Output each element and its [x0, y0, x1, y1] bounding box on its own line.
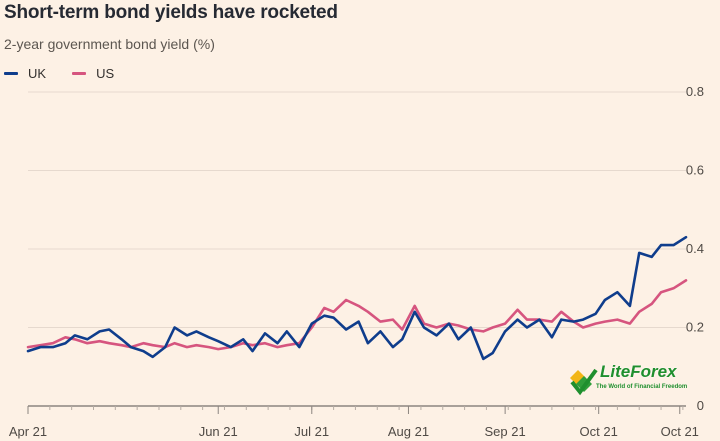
x-tick-label: Jul 21	[294, 424, 329, 439]
watermark-tagline: The World of Financial Freedom	[596, 384, 688, 390]
x-tick-label: Jun 21	[199, 424, 238, 439]
legend-item-uk: UK	[4, 66, 46, 81]
legend-item-us: US	[72, 66, 114, 81]
y-tick-label: 0	[697, 398, 704, 413]
chart-legend: UK US	[4, 66, 140, 81]
x-tick-label: Aug 21	[388, 424, 429, 439]
y-tick-label: 0.8	[686, 84, 704, 99]
y-tick-label: 0.4	[686, 241, 704, 256]
series-line-us	[26, 279, 688, 351]
series-line-uk	[26, 235, 688, 361]
y-tick-label: 0.6	[686, 163, 704, 178]
x-tick-label: Apr 21	[9, 424, 47, 439]
legend-label-uk: UK	[28, 66, 47, 81]
x-tick-label: Sep 21	[485, 424, 526, 439]
liteforex-watermark: LiteForex The World of Financial Freedom	[566, 360, 694, 400]
watermark-name: LiteForex	[600, 362, 677, 381]
legend-swatch-uk	[4, 72, 18, 75]
x-tick-label: Oct 21	[580, 424, 618, 439]
legend-swatch-us	[72, 72, 87, 75]
liteforex-logo-icon	[570, 368, 598, 396]
x-tick-label: Oct 21	[661, 424, 699, 439]
y-tick-label: 0.2	[686, 320, 704, 335]
legend-label-us: US	[96, 66, 115, 81]
chart-title: Short-term bond yields have rocketed	[4, 2, 338, 23]
chart-subtitle: 2-year government bond yield (%)	[4, 36, 215, 52]
